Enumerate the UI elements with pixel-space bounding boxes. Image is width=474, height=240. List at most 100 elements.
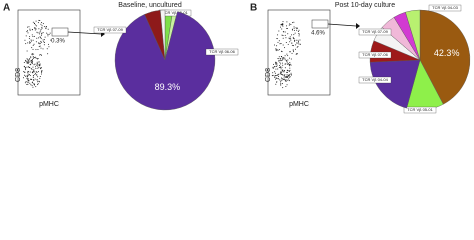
dot: [282, 70, 284, 72]
dot: [31, 61, 33, 63]
dot: [39, 63, 41, 65]
dot: [282, 44, 284, 46]
dot: [34, 29, 36, 31]
dot: [283, 71, 285, 73]
dot: [31, 68, 33, 70]
dot: [33, 79, 35, 81]
dot: [37, 83, 39, 85]
dot: [30, 67, 32, 69]
label-box: [205, 48, 239, 56]
dot: [285, 80, 287, 82]
dot: [26, 61, 28, 63]
dot: [23, 71, 25, 73]
dot: [280, 80, 282, 82]
dot: [42, 23, 44, 25]
dot: [276, 81, 278, 83]
dot: [299, 39, 301, 41]
dot: [292, 49, 294, 51]
dot: [39, 43, 41, 45]
dot: [282, 23, 284, 25]
dot: [40, 73, 42, 75]
dot: [298, 35, 300, 37]
dot: [27, 42, 29, 44]
dot: [291, 74, 293, 76]
dot: [277, 74, 279, 76]
page: {"panels":[ {"letter":"A","title":"Basel…: [0, 0, 474, 114]
dot: [28, 71, 30, 73]
dot: [282, 57, 284, 59]
dot: [278, 56, 280, 58]
dot: [38, 42, 40, 44]
dot: [272, 72, 274, 74]
dot: [39, 36, 41, 38]
dot: [43, 44, 45, 46]
dot: [283, 57, 285, 59]
dot: [37, 67, 39, 69]
dot: [30, 42, 32, 44]
dot: [27, 26, 29, 28]
dot: [286, 79, 288, 81]
dot: [298, 29, 300, 31]
dot: [31, 53, 33, 55]
arrow: [327, 23, 357, 27]
dot: [41, 26, 43, 28]
dot: [288, 70, 290, 72]
dot: [285, 41, 287, 43]
dot: [291, 42, 293, 44]
dot: [32, 79, 34, 81]
dot: [30, 61, 32, 63]
dot: [299, 43, 301, 45]
dot: [41, 22, 43, 24]
panel-letter: A: [3, 3, 10, 14]
dot: [289, 51, 291, 53]
dot: [288, 73, 290, 75]
dot: [25, 61, 27, 63]
slice-label: TCR Vβ 06-06: [209, 49, 235, 54]
dot: [40, 54, 42, 56]
dot: [43, 26, 45, 28]
dot: [282, 87, 284, 89]
dot: [24, 74, 26, 76]
dot: [284, 47, 286, 49]
dot: [41, 67, 43, 69]
dot: [281, 62, 283, 64]
dot: [33, 83, 35, 85]
dot: [32, 48, 34, 50]
dot: [281, 78, 283, 80]
dot: [277, 68, 279, 70]
dot: [34, 27, 36, 29]
dot: [37, 37, 39, 39]
dot: [35, 20, 37, 22]
dot: [32, 76, 34, 78]
dot: [281, 66, 283, 68]
dot: [26, 31, 28, 33]
dot: [285, 59, 287, 61]
dot: [29, 36, 31, 38]
dot: [37, 58, 39, 60]
dot: [22, 77, 24, 79]
dot: [24, 82, 26, 84]
dot: [24, 39, 26, 41]
dot: [289, 38, 291, 40]
dot: [30, 56, 32, 58]
dot: [285, 37, 287, 39]
dot: [40, 53, 42, 55]
dot: [293, 26, 295, 28]
dot: [43, 41, 45, 43]
dot: [293, 45, 295, 47]
dot: [27, 73, 29, 75]
dot: [37, 48, 39, 50]
dot: [284, 59, 286, 61]
dot: [284, 55, 286, 57]
dot: [37, 81, 39, 83]
pie-slice: [419, 9, 471, 105]
dot: [286, 75, 288, 77]
dot: [27, 81, 29, 83]
dot: [26, 77, 28, 79]
dot: [291, 29, 293, 31]
dot: [39, 45, 41, 47]
dot: [29, 28, 31, 30]
dot: [41, 41, 43, 43]
dot: [296, 29, 298, 31]
dot: [48, 34, 50, 36]
